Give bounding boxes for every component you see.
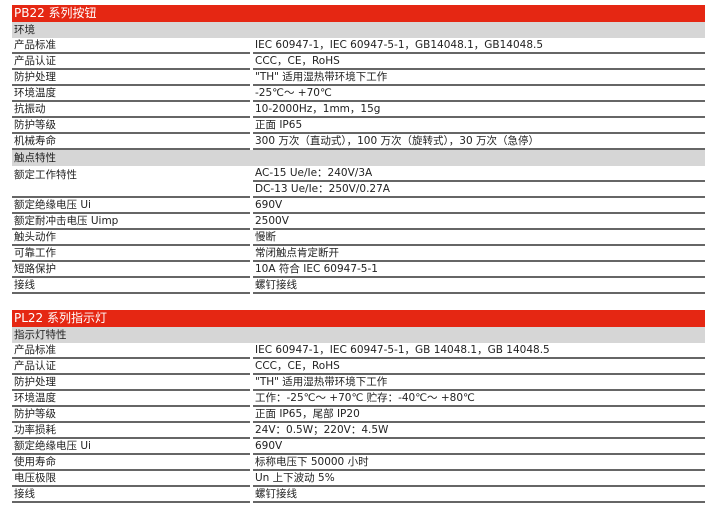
row-value: 10-2000Hz，1mm，15g: [253, 102, 705, 118]
table-row: 防护处理 "TH" 适用湿热带环境下工作: [12, 375, 705, 391]
table-row: 额定工作特性 AC-15 Ue/Ie：240V/3A DC-13 Ue/Ie：25…: [12, 166, 705, 198]
row-label: 防护等级: [12, 118, 250, 134]
table-row: 产品标准 IEC 60947-1，IEC 60947-5-1，GB14048.1…: [12, 38, 705, 54]
row-label: 机械寿命: [12, 134, 250, 150]
row-value: 螺钉接线: [253, 487, 705, 503]
row-label: 接线: [12, 487, 250, 503]
table-row: 环境温度 工作：-25℃～ +70℃ 贮存：-40℃～ +80℃: [12, 391, 705, 407]
row-value: Un 上下波动 5%: [253, 471, 705, 487]
row-label: 额定绝缘电压 Ui: [12, 439, 250, 455]
pl22-table: PL22 系列指示灯 指示灯特性 产品标准 IEC 60947-1，IEC 609…: [12, 310, 705, 503]
section-heading: 指示灯特性: [12, 327, 705, 343]
table-row: 使用寿命 标称电压下 50000 小时: [12, 455, 705, 471]
table-row: 触头动作 慢断: [12, 230, 705, 246]
row-label: 可靠工作: [12, 246, 250, 262]
table-row: 防护处理 "TH" 适用湿热带环境下工作: [12, 70, 705, 86]
row-label: 防护等级: [12, 407, 250, 423]
row-value: 常闭触点肯定断开: [253, 246, 705, 262]
row-label: 防护处理: [12, 70, 250, 86]
table-row: 环境温度 -25℃～ +70℃: [12, 86, 705, 102]
section-heading: 触点特性: [12, 150, 705, 166]
row-label: 触头动作: [12, 230, 250, 246]
row-value: 标称电压下 50000 小时: [253, 455, 705, 471]
row-value: 正面 IP65，尾部 IP20: [253, 407, 705, 423]
table-row: 产品标准 IEC 60947-1，IEC 60947-5-1，GB 14048.…: [12, 343, 705, 359]
table-row: 额定耐冲击电压 Uimp 2500V: [12, 214, 705, 230]
row-value: -25℃～ +70℃: [253, 86, 705, 102]
row-label: 额定工作特性: [12, 166, 250, 198]
row-value: CCC，CE，RoHS: [253, 54, 705, 70]
table-row: 可靠工作 常闭触点肯定断开: [12, 246, 705, 262]
row-label: 接线: [12, 278, 250, 294]
row-label: 环境温度: [12, 86, 250, 102]
row-label: 环境温度: [12, 391, 250, 407]
row-value: 10A 符合 IEC 60947-5-1: [253, 262, 705, 278]
row-label: 额定耐冲击电压 Uimp: [12, 214, 250, 230]
row-value: 工作：-25℃～ +70℃ 贮存：-40℃～ +80℃: [253, 391, 705, 407]
row-value: 300 万次（直动式），100 万次（旋转式），30 万次（急停）: [253, 134, 705, 150]
row-label: 短路保护: [12, 262, 250, 278]
row-value: 正面 IP65: [253, 118, 705, 134]
row-value: AC-15 Ue/Ie：240V/3A: [253, 166, 705, 182]
row-value: 慢断: [253, 230, 705, 246]
table-row: 功率损耗 24V：0.5W；220V：4.5W: [12, 423, 705, 439]
row-label: 抗振动: [12, 102, 250, 118]
row-value: "TH" 适用湿热带环境下工作: [253, 375, 705, 391]
row-value: 24V：0.5W；220V：4.5W: [253, 423, 705, 439]
table-title: PL22 系列指示灯: [12, 310, 705, 327]
table-row: 短路保护 10A 符合 IEC 60947-5-1: [12, 262, 705, 278]
row-label: 电压极限: [12, 471, 250, 487]
row-label: 产品标准: [12, 38, 250, 54]
row-value: CCC，CE，RoHS: [253, 359, 705, 375]
table-row: 额定绝缘电压 Ui 690V: [12, 198, 705, 214]
row-label: 产品认证: [12, 54, 250, 70]
table-title: PB22 系列按钮: [12, 5, 705, 22]
row-value: DC-13 Ue/Ie：250V/0.27A: [253, 182, 705, 198]
table-row: 机械寿命 300 万次（直动式），100 万次（旋转式），30 万次（急停）: [12, 134, 705, 150]
section-heading: 环境: [12, 22, 705, 38]
row-label: 额定绝缘电压 Ui: [12, 198, 250, 214]
row-value: 螺钉接线: [253, 278, 705, 294]
row-label: 产品认证: [12, 359, 250, 375]
table-row: 防护等级 正面 IP65，尾部 IP20: [12, 407, 705, 423]
row-label: 产品标准: [12, 343, 250, 359]
pb22-table: PB22 系列按钮 环境 产品标准 IEC 60947-1，IEC 60947-5…: [12, 5, 705, 294]
row-value: IEC 60947-1，IEC 60947-5-1，GB 14048.1，GB …: [253, 343, 705, 359]
row-value: 2500V: [253, 214, 705, 230]
row-label: 防护处理: [12, 375, 250, 391]
table-row: 接线 螺钉接线: [12, 487, 705, 503]
row-value: 690V: [253, 439, 705, 455]
table-row: 额定绝缘电压 Ui 690V: [12, 439, 705, 455]
table-row: 电压极限 Un 上下波动 5%: [12, 471, 705, 487]
table-row: 产品认证 CCC，CE，RoHS: [12, 359, 705, 375]
row-label: 功率损耗: [12, 423, 250, 439]
table-row: 防护等级 正面 IP65: [12, 118, 705, 134]
table-row: 产品认证 CCC，CE，RoHS: [12, 54, 705, 70]
table-row: 接线 螺钉接线: [12, 278, 705, 294]
row-value: 690V: [253, 198, 705, 214]
row-value: IEC 60947-1，IEC 60947-5-1，GB14048.1，GB14…: [253, 38, 705, 54]
table-row: 抗振动 10-2000Hz，1mm，15g: [12, 102, 705, 118]
row-label: 使用寿命: [12, 455, 250, 471]
row-value: "TH" 适用湿热带环境下工作: [253, 70, 705, 86]
